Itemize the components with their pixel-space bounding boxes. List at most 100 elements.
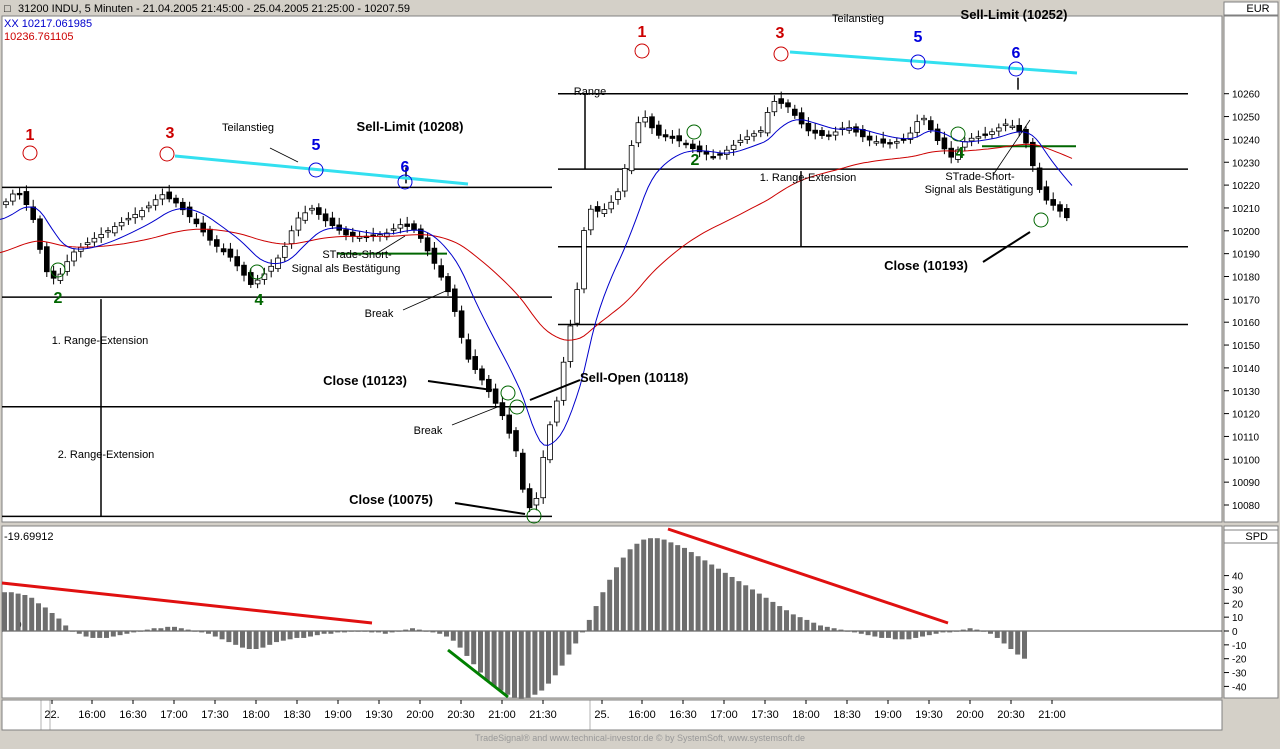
candle-body <box>880 138 886 144</box>
histogram-bar <box>865 631 871 636</box>
candle-body <box>758 130 764 133</box>
histogram-bar <box>110 631 116 637</box>
histogram-bar <box>845 631 851 632</box>
histogram-bar <box>600 592 606 631</box>
histogram-bar <box>824 626 830 631</box>
time-tick-label: 21:30 <box>529 709 557 721</box>
histogram-bar <box>702 560 708 631</box>
histogram-bar <box>709 564 715 631</box>
candle-body <box>921 117 927 121</box>
divergence-line <box>447 648 509 699</box>
candle-body <box>1002 123 1009 126</box>
candle-body <box>696 145 703 153</box>
candle-body <box>9 193 16 202</box>
candle-body <box>329 217 336 227</box>
histogram-bar <box>682 547 687 631</box>
pointer-line <box>402 289 449 311</box>
candle-body <box>152 199 159 206</box>
candle-body <box>125 217 132 221</box>
candle-body <box>730 144 737 150</box>
price-tick-label: 10130 <box>1232 387 1260 398</box>
candle-body <box>207 228 213 241</box>
histogram-bar <box>831 628 837 631</box>
histogram-bar <box>790 614 796 631</box>
histogram-bar <box>416 629 422 631</box>
histogram-bar <box>777 606 783 631</box>
annotation-label: 4 <box>255 292 264 309</box>
histogram-bar <box>695 556 701 631</box>
time-tick-label: 19:30 <box>365 709 393 721</box>
annotation-label: Teilanstieg <box>832 13 884 25</box>
candle-body <box>737 139 744 143</box>
histogram-bar <box>654 538 660 631</box>
candle-body <box>241 264 247 276</box>
histogram-bar <box>104 631 109 638</box>
candle-body <box>996 127 1002 132</box>
histogram-bar <box>348 631 354 632</box>
candle-body <box>91 237 98 243</box>
candle-body <box>526 488 533 509</box>
divergence-line <box>1 581 373 625</box>
candle-body <box>642 117 648 123</box>
histogram-bar <box>913 631 919 638</box>
time-tick-label: 18:30 <box>833 709 861 721</box>
candle-body <box>669 135 676 139</box>
pointer-line <box>269 147 299 163</box>
candle-body <box>349 231 356 237</box>
histogram-bar <box>954 631 959 632</box>
histogram-bar <box>818 625 823 631</box>
indicator-name: SPD <box>1245 531 1268 543</box>
indicator-tick-label: -30 <box>1232 669 1247 680</box>
price-axis <box>1223 15 1279 523</box>
candle-body <box>411 223 417 231</box>
marker-circle <box>634 43 650 59</box>
annotation-label: 5 <box>312 137 321 154</box>
candle-body <box>288 230 295 244</box>
histogram-bar <box>308 631 313 637</box>
candle-body <box>295 217 302 231</box>
candle-body <box>785 102 791 108</box>
indicator-tick-label: -20 <box>1232 655 1247 666</box>
histogram-bar <box>750 589 755 631</box>
histogram-bar <box>138 631 143 632</box>
candle-body <box>118 222 125 227</box>
histogram-bar <box>648 538 653 631</box>
candle-body <box>132 214 139 219</box>
histogram-bar <box>573 631 579 644</box>
time-tick-label: 18:30 <box>283 709 311 721</box>
candle-body <box>581 230 587 290</box>
histogram-bar <box>151 628 157 631</box>
time-tick-label: 18:00 <box>792 709 820 721</box>
candle-body <box>567 325 574 362</box>
price-tick-label: 10240 <box>1232 135 1260 146</box>
candle-body <box>179 201 186 211</box>
histogram-bar <box>260 631 266 648</box>
price-panel[interactable] <box>1 15 1223 523</box>
blue-line-readout: XX 10217.061985 <box>4 18 92 30</box>
candle-body <box>268 265 274 272</box>
candle-body <box>173 197 179 204</box>
candle-body <box>894 141 900 144</box>
candle-body <box>683 142 689 146</box>
candle-body <box>989 131 995 135</box>
histogram-bar <box>450 631 456 641</box>
candle-body <box>1050 199 1057 206</box>
candle-body <box>1030 141 1036 167</box>
histogram-bar <box>63 625 69 631</box>
candle-body <box>826 134 832 137</box>
candle-body <box>832 131 839 136</box>
candle-body <box>322 213 329 222</box>
histogram-bar <box>124 631 130 634</box>
candle-body <box>499 402 506 417</box>
histogram-bar <box>8 592 14 631</box>
candle-body <box>105 230 111 233</box>
histogram-bar <box>246 631 252 650</box>
time-tick-label: 17:00 <box>160 709 188 721</box>
candle-body <box>234 256 241 267</box>
histogram-bar <box>423 631 429 632</box>
histogram-bar <box>301 631 307 638</box>
candle-body <box>717 153 723 156</box>
histogram-bar <box>668 542 674 631</box>
